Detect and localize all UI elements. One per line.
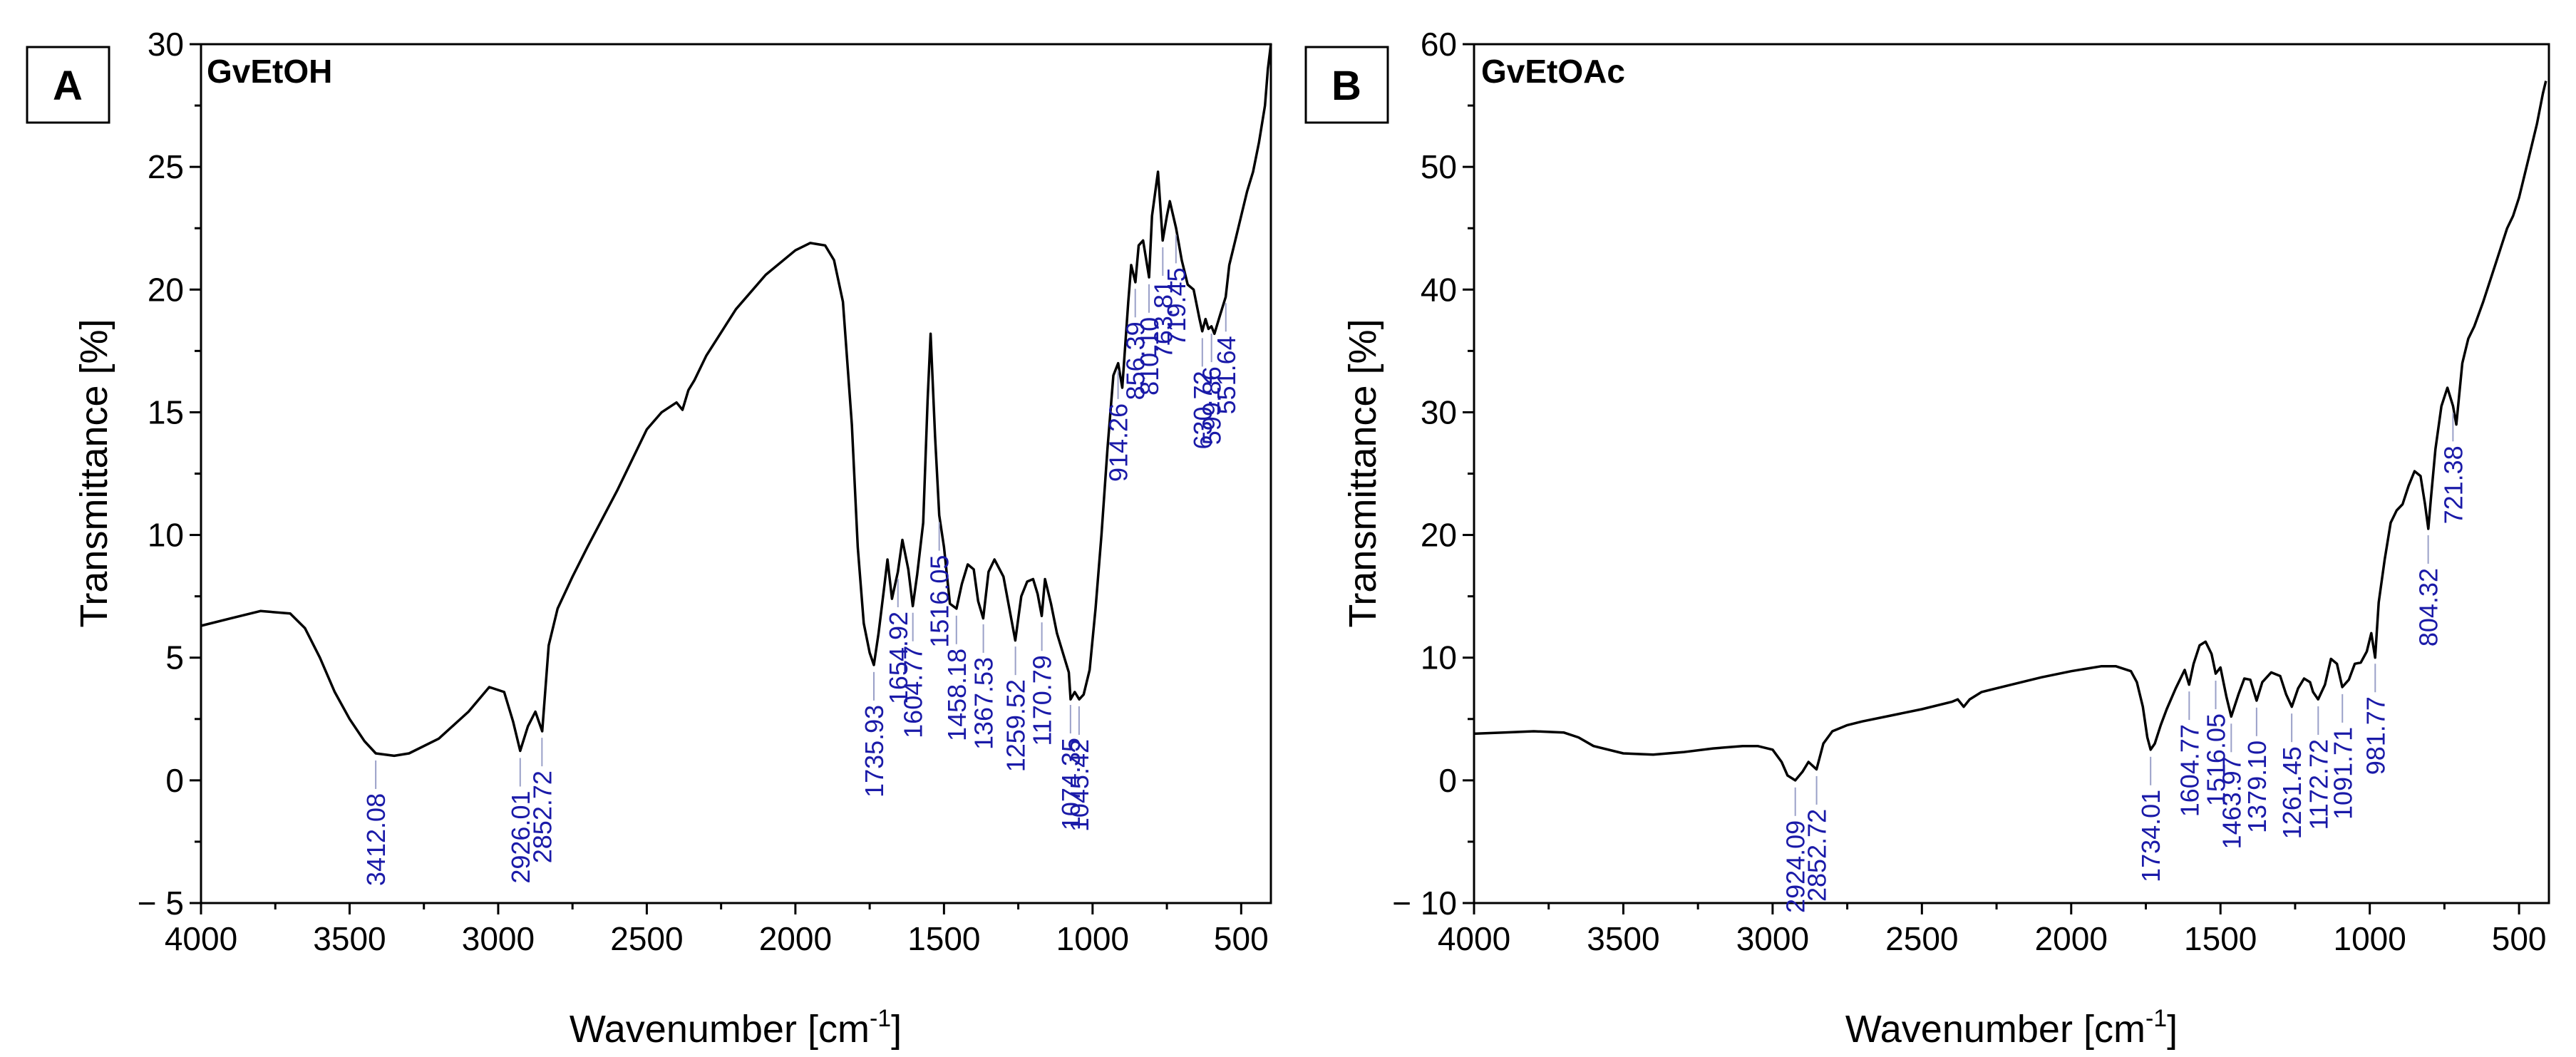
panel-a: 4000 3500 3000 2500 2000 1500 1000 500 − 5 0 5 10 15… [26,26,1272,1051]
panel-letter-box [26,46,110,124]
peak-label: 1604.77 [899,646,928,738]
peak-label: 1045.42 [1065,739,1094,832]
y-tick-label: − 5 [138,885,184,922]
peak-label: 856.39 [1121,321,1150,400]
sample-label: GvEtOH [207,53,332,90]
y-axis-title: Transmittance [%] [1341,319,1384,627]
peak-label: 2852.72 [527,770,557,863]
peak-label: 810.10 [1135,317,1164,396]
peak-label: 763.81 [1148,280,1178,359]
axis-ticks: 4000 3500 3000 2500 2000 1500 1000 500 − 5 0 5 10 15… [138,26,1269,957]
x-tick-label: 3500 [1587,920,1659,957]
y-tick-label: 20 [1421,517,1457,554]
x-tick-label: 2000 [759,920,832,957]
peak-label: 2926.01 [506,791,535,884]
peak-label: 1516.05 [925,555,954,648]
x-tick-label: 3500 [313,920,386,957]
peak-label: 914.26 [1104,403,1133,482]
x-tick-label: 2500 [1885,920,1958,957]
x-axis-title: Wavenumber [cm-1] [570,1005,902,1051]
x-tick-label: 2000 [2035,920,2108,957]
peak-label: 1458.18 [942,649,972,741]
x-tick-label: 1500 [2184,920,2257,957]
peak-label: 721.38 [2438,445,2468,524]
x-tick-label: 500 [1214,920,1269,957]
spectrum-line-gvetoh [200,43,1272,758]
panel-b: 4000 3500 3000 2500 2000 1500 1000 500 − 10 0 10 20… [1304,26,2550,1051]
y-tick-label: 5 [165,639,184,676]
x-tick-label: 500 [2492,920,2547,957]
x-tick-label: 4000 [165,920,237,957]
peak-label: 599.86 [1197,366,1227,445]
panel-letter: B [1331,63,1361,109]
x-axis-title-main: Wavenumber [cm [1845,1008,2145,1051]
y-tick-label: 10 [148,517,184,554]
x-tick-label: 3000 [462,920,535,957]
y-tick-label: 30 [1421,393,1457,430]
x-tick-label: 1000 [1056,920,1129,957]
panel-letter: A [53,63,83,109]
y-tick-label: 60 [1421,26,1457,63]
x-axis-title-main: Wavenumber [cm [570,1008,870,1051]
x-tick-label: 1500 [907,920,980,957]
y-tick-label: 40 [1421,271,1457,308]
axis-ticks: 4000 3500 3000 2500 2000 1500 1000 500 − 10 0 10 20… [1392,26,2546,957]
y-tick-label: 0 [165,762,184,799]
peak-label: 630.72 [1188,371,1217,449]
x-axis-title-end: ] [2167,1008,2178,1051]
x-axis-title-end: ] [891,1008,902,1051]
peak-label: 1074.35 [1056,738,1086,830]
peak-label: 1735.93 [860,705,889,798]
peak-label: 1734.01 [2136,790,2165,882]
spectrum-line [200,43,1272,758]
peak-label: 1379.10 [2242,741,2272,833]
peak-label: 1516.05 [2202,713,2231,806]
y-tick-label: 25 [148,148,184,185]
y-tick-label: 15 [148,393,184,430]
y-tick-label: 0 [1438,762,1457,799]
peak-label: 1654.92 [884,612,913,704]
x-tick-label: 4000 [1438,920,1510,957]
x-tick-label: 2500 [610,920,683,957]
sample-label: GvEtOAc [1481,53,1625,90]
y-tick-label: 10 [1421,639,1457,676]
peak-label: 804.32 [2414,568,2443,646]
x-tick-label: 1000 [2333,920,2406,957]
peak-label: 719.45 [1162,267,1191,346]
peak-label: 1172.72 [2304,739,2333,830]
peak-label: 551.64 [1212,336,1241,414]
spectrum-line [1473,81,2547,782]
panel-letter-box [1304,46,1389,124]
peak-label: 1261.45 [2277,746,2307,839]
peak-label: 1170.79 [1028,655,1057,746]
x-axis-title-superscript: -1 [2145,1005,2167,1032]
peak-label: 1604.77 [2175,724,2204,817]
peak-label: 1091.71 [2328,727,2357,820]
y-tick-label: 20 [148,271,184,308]
y-axis-title: Transmittance [%] [73,319,115,627]
y-tick-label: 50 [1421,148,1457,185]
spectrum-line-gvetoac [1473,81,2547,782]
x-axis-title: Wavenumber [cm-1] [1845,1005,2178,1051]
peak-label: 1367.53 [969,657,999,750]
peak-label: 2852.72 [1803,809,1832,902]
y-tick-label: 30 [148,26,184,63]
x-tick-label: 3000 [1736,920,1809,957]
peak-label: 1463.97 [2217,756,2246,849]
peak-label: 981.77 [2361,696,2390,775]
peak-label: 1259.52 [1001,679,1031,772]
peak-label: 2924.09 [1781,820,1810,913]
x-axis-title-superscript: -1 [870,1005,891,1032]
y-tick-label: − 10 [1392,885,1457,922]
peak-label: 3412.08 [361,793,391,886]
